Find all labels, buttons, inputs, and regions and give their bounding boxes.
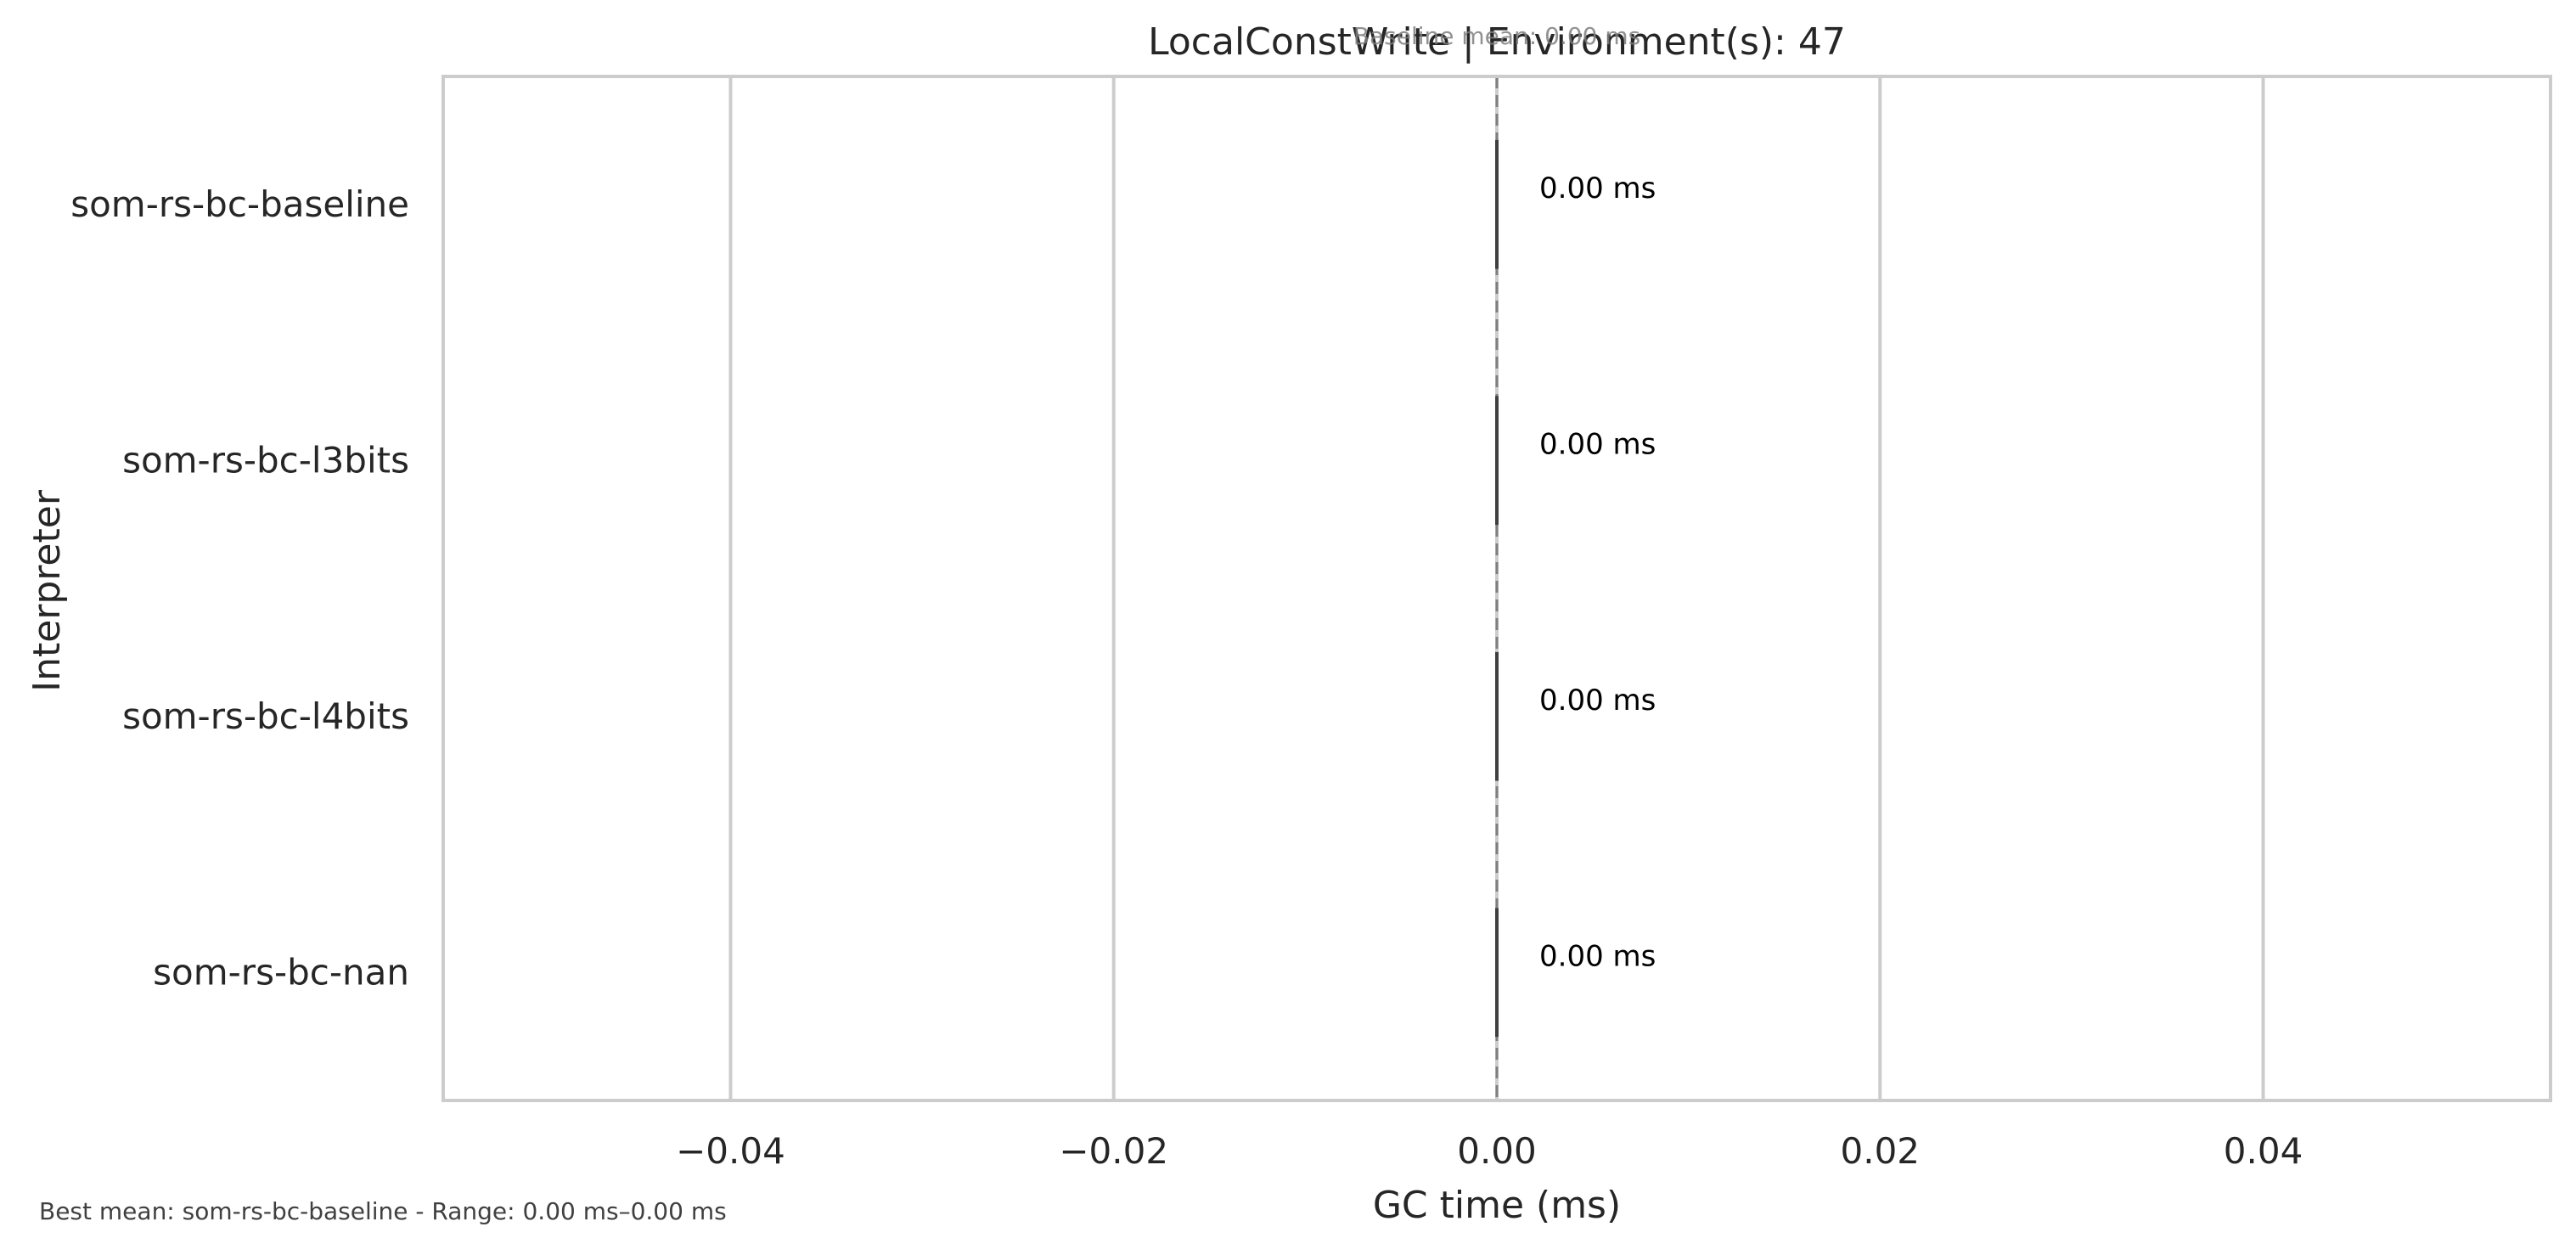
bar [1495,396,1499,526]
baseline-annotation: Baseline mean: 0.00 ms [1353,22,1640,50]
bar [1495,908,1499,1038]
y-tick-labels: som-rs-bc-baseline som-rs-bc-l3bits som-rs… [70,183,409,993]
x-tick-label: 0.04 [2224,1130,2303,1172]
bar-value-label: 0.00 ms [1539,427,1656,461]
value-labels-layer: 0.00 ms 0.00 ms 0.00 ms 0.00 ms [1539,172,1656,974]
x-tick-label: 0.00 [1457,1130,1537,1172]
plot-frame [442,75,2552,1102]
y-tick-label: som-rs-bc-l3bits [122,439,409,481]
bars-layer [1495,139,1499,1038]
x-tick-label: 0.02 [1841,1130,1921,1172]
bar [1495,139,1499,269]
bar-value-label: 0.00 ms [1539,172,1656,205]
y-tick-label: som-rs-bc-baseline [70,183,409,225]
y-tick-label: som-rs-bc-l4bits [122,695,409,737]
x-tick-label: −0.04 [676,1130,785,1172]
footer-note: Best mean: som-rs-bc-baseline - Range: 0… [39,1197,727,1225]
bar-value-label: 0.00 ms [1539,684,1656,718]
bar [1495,651,1499,781]
x-axis-label: GC time (ms) [1373,1184,1621,1227]
y-tick-label: som-rs-bc-nan [153,951,409,993]
y-axis-label: Interpreter [25,489,69,692]
x-tick-labels: −0.04 −0.02 0.00 0.02 0.04 [676,1130,2303,1172]
x-tick-label: −0.02 [1059,1130,1168,1172]
bar-value-label: 0.00 ms [1539,939,1656,973]
chart-title: LocalConstWrite | Environment(s): 47 [1148,20,1846,64]
